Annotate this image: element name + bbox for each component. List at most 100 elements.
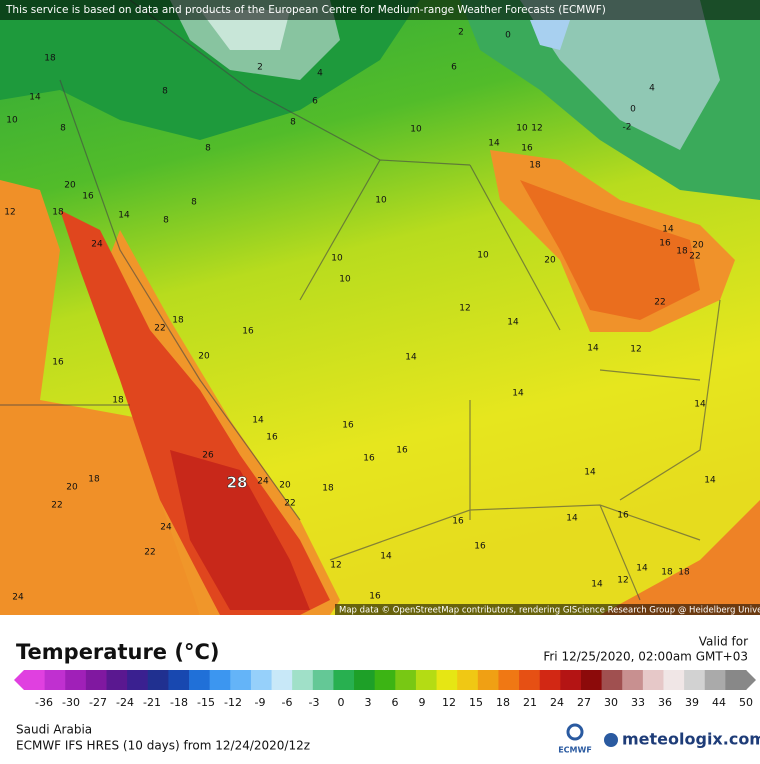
valid-time: Fri 12/25/2020, 02:00am GMT+03 [543,650,748,664]
contour-label: 18 [44,54,56,64]
contour-label: 14 [512,389,524,399]
contour-label: 14 [704,476,716,486]
contour-label: 6 [451,63,457,73]
legend-title: Temperature (°C) [16,640,219,664]
region [0,180,200,615]
contour-label: 0 [505,31,511,41]
contour-label: 18 [88,475,100,485]
region-name: Saudi Arabia [16,723,92,737]
contour-label: 10 [6,116,18,126]
colorbar-segment [127,670,149,690]
colorbar-segment [498,670,520,690]
colorbar-segment [457,670,479,690]
colorbar-segment [271,670,293,690]
contour-label: 0 [630,105,636,115]
contour-label: 8 [205,144,211,154]
contour-label: 24 [160,523,172,533]
contour-label: 16 [52,358,64,368]
region [530,20,570,50]
colorbar-segment [85,670,108,690]
colorbar-segment [292,670,314,690]
colorbar-segment [642,670,664,690]
region [520,0,720,150]
contour-label: 16 [266,433,278,443]
contour-label: 14 [29,93,41,103]
colorbar-segment [519,670,541,690]
colorbar-tick-label: 44 [712,696,726,709]
colorbar-segment [312,670,334,690]
contour-label: 22 [51,501,62,511]
contour-label: 20 [66,483,78,493]
colorbar-tick-label: 15 [469,696,483,709]
contour-label: 18 [661,568,673,578]
colorbar-tick-label: 33 [631,696,645,709]
colorbar-tick-label: 50 [739,696,753,709]
colorbar-tick-label: -27 [89,696,107,709]
contour-label: 20 [198,352,210,362]
contour-label: 20 [692,241,704,251]
contour-label: 12 [617,576,628,586]
contour-label: 4 [317,69,323,79]
contour-label: 18 [172,316,184,326]
colorbar-segment [477,670,499,690]
contour-label: 4 [649,84,655,94]
contour-label: 14 [591,580,603,590]
banner-bg [0,0,760,20]
red-sea [170,450,310,610]
colorbar-segment [663,670,685,690]
contour-label: 14 [694,400,706,410]
contour-label: 18 [678,568,690,578]
colorbar-tick-label: 6 [392,696,399,709]
colorbar-tick-label: -6 [282,696,293,709]
brand-icon [604,733,618,747]
contour-label: 26 [202,451,214,461]
attribution: Map data © OpenStreetMap contributors, r… [339,606,760,616]
contour-label: 14 [587,344,599,354]
contour-label: 16 [242,327,254,337]
contour-label: 18 [529,161,541,171]
ecmwf-icon [566,723,584,741]
contour-label: 14 [118,211,130,221]
colorbar-segment [106,670,128,690]
colorbar-segment [725,670,747,690]
contour-label: 16 [82,192,94,202]
colorbar-segment [622,670,644,690]
contour-label: 18 [322,484,334,494]
contour-label: 14 [566,514,578,524]
colorbar-segment [580,670,603,690]
colorbar-segment [436,670,458,690]
colorbar-tick-label: 0 [338,696,345,709]
colorbar-segment [250,670,273,690]
colorbar-segment [601,670,623,690]
contour-label: 16 [342,421,354,431]
contour-label: 8 [290,118,296,128]
colorbar-tick-label: -3 [309,696,320,709]
colorbar-segment [65,670,87,690]
contour-label: 16 [617,511,629,521]
contour-label: 16 [521,144,533,154]
colorbar-tick-label: 27 [577,696,591,709]
ecmwf-logo: ECMWF [558,746,592,755]
colorbar-tick-label: 39 [685,696,699,709]
colorbar-segment [209,670,231,690]
colorbar-tick-label: 30 [604,696,618,709]
contour-label: 22 [154,324,165,334]
region [520,180,700,320]
colorbar-tick-label: -21 [143,696,161,709]
contour-label: 16 [369,592,381,602]
brand[interactable]: meteologix.com [622,730,760,749]
contour-label: 12 [459,304,470,314]
region [600,500,760,615]
contour-label: 24 [91,240,103,250]
contour-label: 16 [396,446,408,456]
contour-label: 22 [654,298,665,308]
contour-label: 2 [257,63,263,73]
contour-label: 8 [191,198,197,208]
contour-label: 10 [331,254,343,264]
contour-label: 22 [284,499,295,509]
contour-label: 10 [516,124,528,134]
contour-label: 10 [375,196,387,206]
contour-label: 16 [474,542,486,552]
colorbar-segment [44,670,66,690]
